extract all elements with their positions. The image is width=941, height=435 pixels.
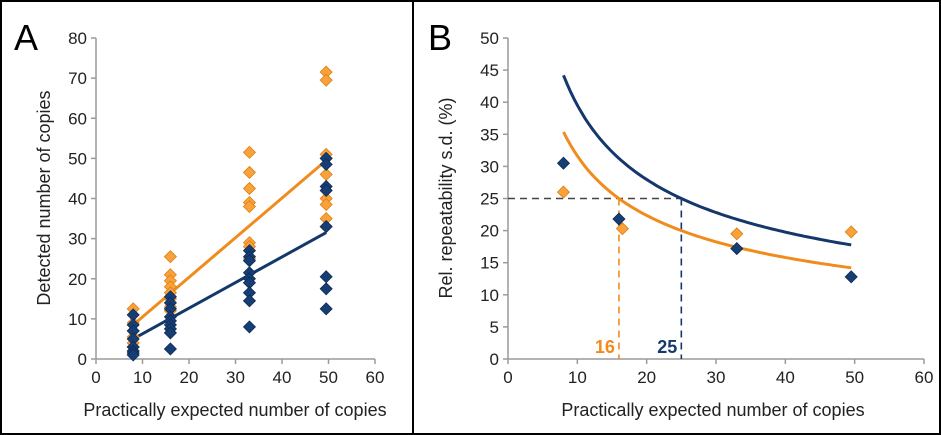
panel-b-x-tick-label: 50 [845,368,864,387]
panel-a-point-navy [319,270,333,284]
panel-a-point-orange [163,250,177,264]
panel-b-y-tick-label: 35 [480,125,499,144]
panel-b-point-navy [612,212,626,226]
panel-b-y-tick-label: 5 [490,318,499,337]
panel-a-y-tick-label: 60 [68,109,87,128]
panel-b-point-orange [844,225,858,239]
panel-a-y-tick-label: 0 [78,350,87,369]
panel-a-point-orange [242,199,257,214]
panel-b-x-axis-title: Practically expected number of copies [561,400,864,420]
panel-a-point-orange [242,165,257,179]
panel-b-point-navy [844,270,858,284]
panel-b-y-tick-label: 45 [480,61,499,80]
panel-b-fit-curve-orange [562,131,852,270]
panel-a-point-orange [242,181,257,196]
panel-a-x-tick-label: 50 [319,368,338,387]
panel-b-frame [412,0,941,435]
panel-b-fit-curve-navy [562,74,852,247]
panel-a-point-navy [319,157,333,171]
panel-a-x-tick-label: 10 [133,368,152,387]
panel-a-point-navy [163,342,177,356]
panel-a-point-navy [319,220,333,234]
panel-b-y-tick-label: 25 [480,190,499,209]
panel-b-y-axis-title: Rel. repeatability s.d. (%) [436,97,456,298]
panel-a-point-orange [319,197,333,212]
panel-a-point-navy [163,326,177,340]
panel-a-fit-line-navy [132,231,327,341]
panel-b-x-tick-label: 30 [707,368,726,387]
panel-a-y-tick-label: 80 [68,29,87,48]
panel-a-y-tick-label: 70 [68,69,87,88]
panel-a-point-navy [319,183,333,198]
panel-b-point-orange [556,185,571,199]
panel-a-letter: A [14,17,38,58]
panel-b-letter: B [428,17,452,58]
panel-a-plot: 0 10 20 30 40 50 60 70 80 0 10 20 30 40 50 60 [68,29,384,387]
panel-a-y-tick-label: 40 [68,190,87,209]
panel-b-point-orange [615,222,629,236]
panel-b-point-navy [730,242,744,256]
panel-a-point-orange [319,73,333,87]
panel-a-point-navy [242,320,257,334]
panel-b-y-tick-label: 30 [480,157,499,176]
panel-a-x-tick-label: 60 [366,368,385,387]
panel-b-x-tick-label: 60 [915,368,934,387]
panel-a-y-tick-label: 20 [68,270,87,289]
panel-a-y-axis-title: Detected number of copies [34,90,54,305]
panel-a-x-axis-title: Practically expected number of copies [83,400,386,420]
reference-label-25: 25 [657,337,677,357]
panel-b-y-tick-label: 10 [480,286,499,305]
panel-a-y-tick-label: 50 [68,149,87,168]
panel-a-point-navy [319,302,333,316]
panel-a-x-tick-label: 20 [180,368,199,387]
panel-a-y-tick-label: 10 [68,310,87,329]
panel-b-point-orange [730,227,744,241]
panel-b-x-tick-label: 0 [503,368,512,387]
panel-a-point-navy [242,294,257,308]
panel-b-y-tick-label: 15 [480,254,499,273]
panel-a-y-tick-label: 30 [68,230,87,249]
panel-a-point-navy [319,282,333,296]
panel-a-point-orange [242,145,257,159]
panel-a-x-tick-label: 0 [91,368,100,387]
panel-b-y-tick-label: 20 [480,222,499,241]
panel-b-y-tick-label: 40 [480,93,499,112]
panel-a-fit-line-orange [132,159,328,327]
panel-a-frame [0,0,414,435]
panel-b-y-tick-label: 0 [490,350,499,369]
panel-b-point-navy [556,156,571,170]
panel-a-point-navy [126,348,140,362]
panel-a-x-tick-label: 40 [273,368,292,387]
panel-b-x-tick-label: 10 [568,368,587,387]
panel-b-x-tick-label: 20 [637,368,656,387]
panel-b-y-tick-label: 50 [480,29,499,48]
panel-b-x-tick-label: 40 [776,368,795,387]
reference-label-16: 16 [595,337,615,357]
panel-a-x-tick-label: 30 [226,368,245,387]
